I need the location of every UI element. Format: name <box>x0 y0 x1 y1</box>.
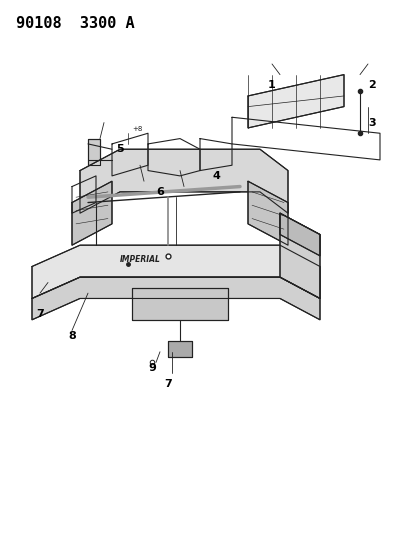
Text: 8: 8 <box>68 331 76 341</box>
Polygon shape <box>32 277 320 320</box>
Polygon shape <box>280 213 320 298</box>
Polygon shape <box>248 75 344 128</box>
Text: 7: 7 <box>36 310 44 319</box>
Polygon shape <box>248 181 288 245</box>
Polygon shape <box>168 341 192 357</box>
Text: +8: +8 <box>132 126 142 132</box>
Polygon shape <box>32 245 320 298</box>
Text: 7: 7 <box>164 379 172 389</box>
Polygon shape <box>80 149 288 213</box>
Text: 1: 1 <box>268 80 276 90</box>
Text: 4: 4 <box>212 171 220 181</box>
Polygon shape <box>72 181 112 245</box>
Polygon shape <box>88 139 100 165</box>
Text: 6: 6 <box>156 187 164 197</box>
Polygon shape <box>280 213 320 256</box>
Polygon shape <box>132 288 228 320</box>
Text: 5: 5 <box>116 144 124 154</box>
Text: 9: 9 <box>148 363 156 373</box>
Text: IMPERIAL: IMPERIAL <box>120 255 161 264</box>
Text: 2: 2 <box>368 80 376 90</box>
Text: 3: 3 <box>368 118 376 127</box>
Text: 90108  3300 A: 90108 3300 A <box>16 16 135 31</box>
